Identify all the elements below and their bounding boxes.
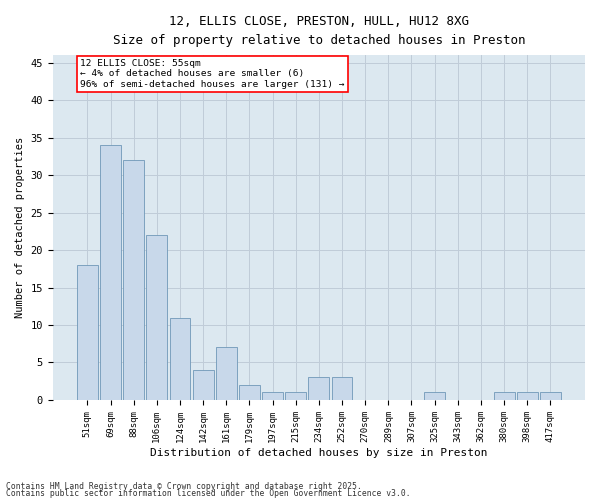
Bar — [193, 370, 214, 400]
Bar — [494, 392, 515, 400]
Bar — [262, 392, 283, 400]
Bar — [332, 378, 352, 400]
Bar — [216, 348, 237, 400]
Text: Contains public sector information licensed under the Open Government Licence v3: Contains public sector information licen… — [6, 490, 410, 498]
Y-axis label: Number of detached properties: Number of detached properties — [15, 137, 25, 318]
Title: 12, ELLIS CLOSE, PRESTON, HULL, HU12 8XG
Size of property relative to detached h: 12, ELLIS CLOSE, PRESTON, HULL, HU12 8XG… — [113, 15, 525, 47]
Bar — [123, 160, 144, 400]
Bar — [100, 145, 121, 400]
Bar — [517, 392, 538, 400]
Bar — [540, 392, 561, 400]
Bar — [77, 265, 98, 400]
Bar — [286, 392, 306, 400]
Bar — [424, 392, 445, 400]
X-axis label: Distribution of detached houses by size in Preston: Distribution of detached houses by size … — [150, 448, 488, 458]
Bar — [146, 235, 167, 400]
Text: 12 ELLIS CLOSE: 55sqm
← 4% of detached houses are smaller (6)
96% of semi-detach: 12 ELLIS CLOSE: 55sqm ← 4% of detached h… — [80, 59, 345, 89]
Bar — [308, 378, 329, 400]
Text: Contains HM Land Registry data © Crown copyright and database right 2025.: Contains HM Land Registry data © Crown c… — [6, 482, 362, 491]
Bar — [239, 385, 260, 400]
Bar — [170, 318, 190, 400]
